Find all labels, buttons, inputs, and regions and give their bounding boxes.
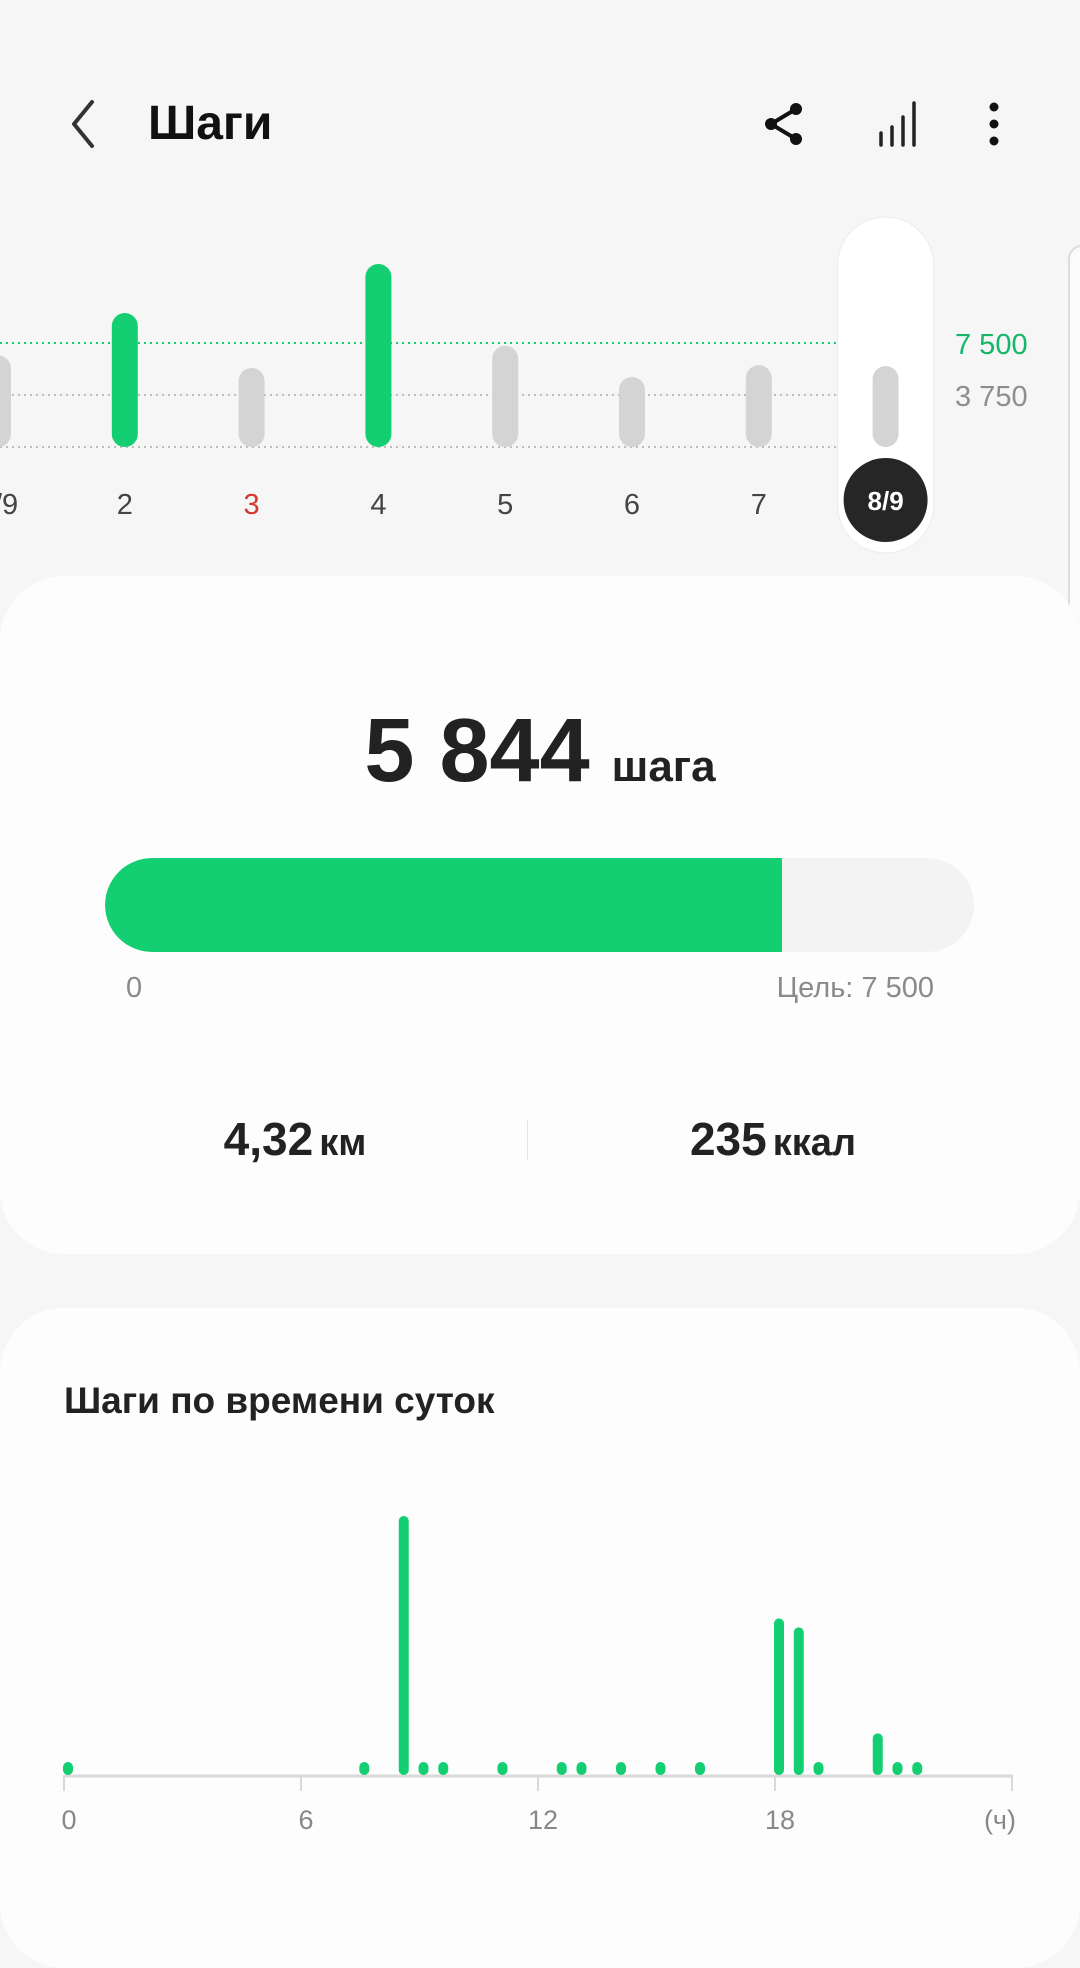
x-tick-label: 0 bbox=[61, 1805, 76, 1835]
day-label[interactable]: 2 bbox=[117, 489, 133, 521]
hour-bar bbox=[655, 1762, 666, 1775]
steps-total: 5 844 шага bbox=[0, 700, 1080, 803]
more-icon bbox=[989, 102, 999, 146]
goal-label: Цель: 7 500 bbox=[776, 972, 934, 1004]
calories-stat: 235 ккал bbox=[690, 1112, 856, 1166]
day-bar[interactable] bbox=[872, 365, 899, 447]
hour-bar bbox=[576, 1762, 587, 1775]
steps-value: 5 844 bbox=[364, 701, 590, 801]
back-button[interactable] bbox=[52, 94, 112, 154]
hour-bar bbox=[695, 1762, 705, 1775]
hourly-steps-chart: 0 6 12 18 (ч) bbox=[61, 1516, 1016, 1835]
day-bar[interactable] bbox=[111, 313, 138, 447]
hour-bar bbox=[63, 1762, 73, 1775]
day-label[interactable]: 1/9 bbox=[0, 489, 18, 521]
x-unit-label: (ч) bbox=[984, 1805, 1016, 1835]
distance-unit: км bbox=[319, 1122, 367, 1164]
stats-divider bbox=[527, 1120, 528, 1160]
day-label[interactable]: 4 bbox=[370, 489, 386, 521]
hour-bar bbox=[774, 1618, 784, 1775]
half-goal-line-label: 3 750 bbox=[955, 381, 1028, 413]
hour-bar bbox=[556, 1762, 567, 1775]
hour-bar bbox=[813, 1762, 824, 1775]
hourly-title: Шаги по времени суток bbox=[64, 1380, 495, 1421]
calories-unit: ккал bbox=[772, 1122, 857, 1164]
hour-bar bbox=[398, 1516, 409, 1775]
share-button[interactable] bbox=[754, 94, 814, 154]
x-tick-label: 12 bbox=[528, 1805, 558, 1835]
x-tick-label: 6 bbox=[298, 1805, 313, 1835]
day-label[interactable]: 8/9 bbox=[868, 486, 904, 516]
day-bar[interactable] bbox=[745, 365, 772, 447]
hour-bar bbox=[359, 1762, 370, 1775]
hour-bar bbox=[418, 1762, 429, 1775]
distance-value: 4,32 bbox=[223, 1113, 314, 1165]
day-label[interactable]: 3 bbox=[244, 489, 260, 521]
stats-icon bbox=[879, 101, 916, 147]
more-options-button[interactable] bbox=[964, 94, 1024, 154]
daily-steps-chart[interactable]: 1/9 2 3 4 5 6 7 8/9 7 500 3 750 bbox=[0, 200, 1080, 580]
day-bar[interactable] bbox=[492, 345, 519, 447]
calories-value: 235 bbox=[689, 1113, 767, 1165]
hour-bar bbox=[438, 1762, 449, 1775]
stats-button[interactable] bbox=[868, 94, 928, 154]
hour-bar bbox=[912, 1762, 923, 1775]
share-icon bbox=[765, 103, 802, 145]
selected-day-marker bbox=[843, 458, 928, 542]
day-label[interactable]: 5 bbox=[497, 489, 513, 521]
hour-bar bbox=[892, 1762, 903, 1775]
progress-min-label: 0 bbox=[126, 972, 143, 1004]
distance-stat: 4,32 км bbox=[224, 1112, 367, 1166]
goal-line-label: 7 500 bbox=[955, 329, 1028, 361]
hour-bar bbox=[497, 1762, 508, 1775]
goal-progress-fill bbox=[105, 858, 782, 952]
day-label[interactable]: 7 bbox=[751, 489, 767, 521]
day-bar[interactable] bbox=[238, 367, 265, 447]
hour-bar bbox=[616, 1762, 626, 1775]
day-bar[interactable] bbox=[365, 263, 392, 447]
hour-bar bbox=[793, 1627, 804, 1775]
x-tick-label: 18 bbox=[765, 1805, 795, 1835]
hour-bar bbox=[872, 1733, 883, 1775]
goal-progress-bar bbox=[105, 858, 974, 952]
day-bar[interactable] bbox=[0, 355, 11, 447]
steps-unit: шага bbox=[611, 742, 716, 791]
day-bar[interactable] bbox=[619, 376, 645, 447]
hourly-card bbox=[0, 1308, 1080, 1968]
back-icon bbox=[72, 100, 94, 148]
page-title: Шаги bbox=[148, 97, 273, 150]
day-label[interactable]: 6 bbox=[624, 489, 640, 521]
